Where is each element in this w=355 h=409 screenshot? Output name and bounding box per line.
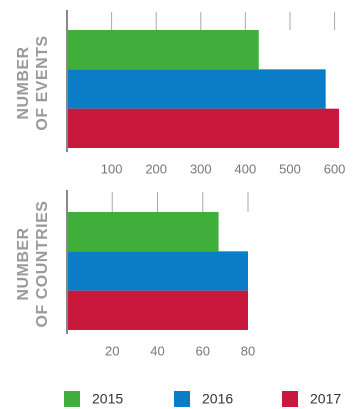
x-tick-label: 300 [190, 161, 212, 176]
y-axis-label: OF COUNTRIES [34, 201, 51, 328]
bar [67, 212, 219, 252]
bar [67, 251, 248, 291]
bar [67, 290, 248, 330]
x-tick-label: 100 [101, 161, 123, 176]
legend-swatch [174, 391, 190, 407]
x-tick-label: 60 [196, 343, 210, 358]
legend-swatch [64, 391, 80, 407]
x-tick-label: 600 [324, 161, 346, 176]
x-tick-label: 20 [105, 343, 119, 358]
x-tick-label: 500 [279, 161, 301, 176]
legend-label: 2017 [310, 391, 341, 407]
legend-swatch [282, 391, 298, 407]
x-tick-label: 40 [150, 343, 164, 358]
y-axis-label: NUMBER [15, 46, 32, 119]
x-tick-label: 80 [241, 343, 255, 358]
legend-label: 2016 [202, 391, 233, 407]
y-axis-label: NUMBER [15, 227, 32, 300]
x-tick-label: 400 [235, 161, 257, 176]
bar [67, 108, 340, 148]
legend-label: 2015 [92, 391, 123, 407]
bar [67, 30, 259, 70]
x-tick-label: 200 [145, 161, 167, 176]
y-axis-label: OF EVENTS [34, 35, 51, 130]
bar [67, 69, 326, 109]
